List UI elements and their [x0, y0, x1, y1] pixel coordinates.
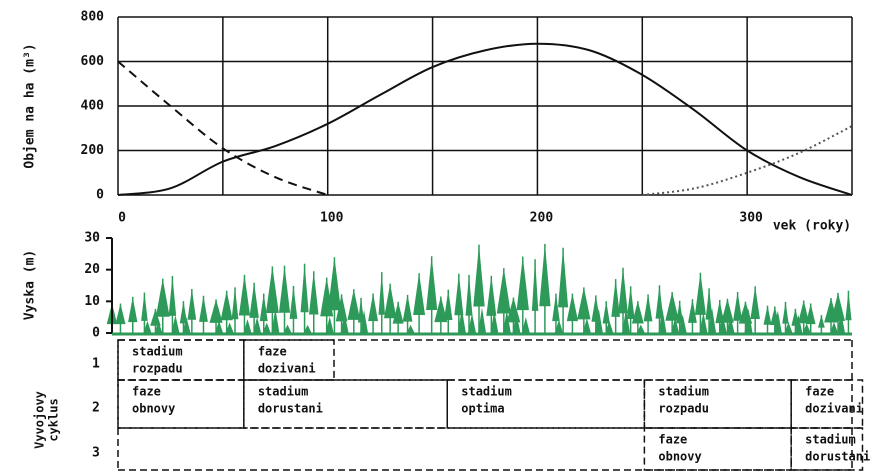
row-label: 2 [92, 401, 100, 416]
cell-text: dozivani [258, 362, 316, 376]
tree-crown [384, 284, 396, 319]
tree-crown [309, 271, 319, 314]
tree-crown [403, 295, 413, 322]
tree-crown [721, 299, 734, 323]
tree-crown [239, 275, 250, 316]
x-tick-label: 0 [118, 211, 126, 226]
chart: Objem na ha (m³) vek (roky) Vyska (m) 0 2… [0, 0, 877, 473]
tree-crown [115, 304, 125, 325]
series-line [118, 44, 852, 195]
tree-crown [232, 287, 239, 319]
tree-crown [279, 266, 290, 313]
tree-crown [497, 268, 511, 313]
tree-crown [156, 279, 170, 317]
tree-crown [266, 266, 279, 313]
y-tick-label: 200 [81, 143, 105, 158]
tree-crown [750, 286, 760, 319]
tree-crown [301, 264, 309, 313]
tree-crown [444, 290, 452, 320]
tree-crown [141, 293, 148, 321]
cell-text: obnovy [132, 402, 175, 416]
cell-text: rozpadu [132, 362, 183, 376]
tree-crown [454, 274, 463, 316]
cell-text: stadium [258, 385, 309, 399]
tree-crown [473, 245, 484, 307]
tree-crown [199, 296, 208, 322]
cell-text: stadium [805, 433, 856, 447]
cell-text: faze [132, 385, 161, 399]
tree-crown [188, 289, 197, 320]
cell-text: dorustani [805, 450, 870, 464]
cell-text: stadium [461, 385, 512, 399]
tree-crown [413, 273, 425, 315]
cell-text: rozpadu [658, 402, 709, 416]
cell-text: dorustani [258, 402, 323, 416]
x-tick-label: 100 [320, 211, 344, 226]
x-axis-label: vek (roky) [773, 219, 851, 234]
y-tick-label: 0 [92, 326, 100, 341]
cell-text: obnovy [658, 450, 701, 464]
tree-crown [328, 257, 341, 310]
tree-crown [466, 275, 473, 316]
y-tick-label: 10 [84, 294, 100, 309]
tree-crown [486, 276, 496, 316]
tree-crown [368, 294, 378, 322]
tree-crown [577, 287, 590, 319]
tree-crown [290, 286, 298, 319]
tree-crown [665, 292, 679, 321]
tree-crown [764, 306, 772, 325]
tree-crown [806, 303, 816, 324]
y-tick-label: 800 [81, 10, 105, 25]
side-label: Vyvojovy [33, 391, 47, 449]
y-tick-label: 30 [84, 231, 100, 246]
row-label: 1 [92, 357, 100, 372]
x-tick-label: 300 [739, 211, 763, 226]
tree-crown [426, 256, 437, 310]
x-tick-label: 200 [530, 211, 554, 226]
tree-crown [733, 292, 742, 321]
tree-crown [695, 273, 706, 315]
cell-text: faze [658, 433, 687, 447]
tree-crown [539, 244, 550, 306]
cell-text: stadium [132, 345, 183, 359]
forest-illustration [107, 244, 852, 333]
cell-text: faze [258, 345, 287, 359]
row-label: 3 [92, 446, 100, 461]
y-axis-label: Objem na ha (m³) [23, 43, 38, 168]
tree-crown [603, 301, 610, 323]
tree-crown [517, 257, 529, 311]
tree-crown [532, 259, 538, 311]
y-tick-label: 600 [81, 54, 105, 69]
cell-text: faze [805, 385, 834, 399]
y-tick-label: 0 [96, 188, 104, 203]
tree-crown [249, 283, 259, 318]
cell-text: stadium [658, 385, 709, 399]
cell-text: optima [461, 402, 504, 416]
tree-crown [128, 297, 137, 322]
tree-crown [260, 294, 268, 322]
tree-crown [169, 276, 177, 316]
cell-text: dozivani [805, 402, 863, 416]
y-tick-label: 400 [81, 99, 105, 114]
tree-crown [347, 289, 360, 320]
tree-crown [210, 299, 223, 323]
tree-crown [618, 268, 628, 314]
side-label: cyklus [47, 398, 61, 441]
tree-crown [567, 294, 578, 322]
tree-crown [221, 291, 233, 321]
tree-crown [558, 248, 568, 308]
tree-crown [379, 272, 386, 315]
height-axis-label: Vyska (m) [23, 250, 38, 320]
tree-crown [644, 294, 653, 321]
tree-crown [627, 286, 635, 319]
tree-crown [818, 315, 825, 328]
tree-crown [782, 302, 788, 324]
tree-crown [845, 291, 851, 321]
y-tick-label: 20 [84, 262, 100, 277]
